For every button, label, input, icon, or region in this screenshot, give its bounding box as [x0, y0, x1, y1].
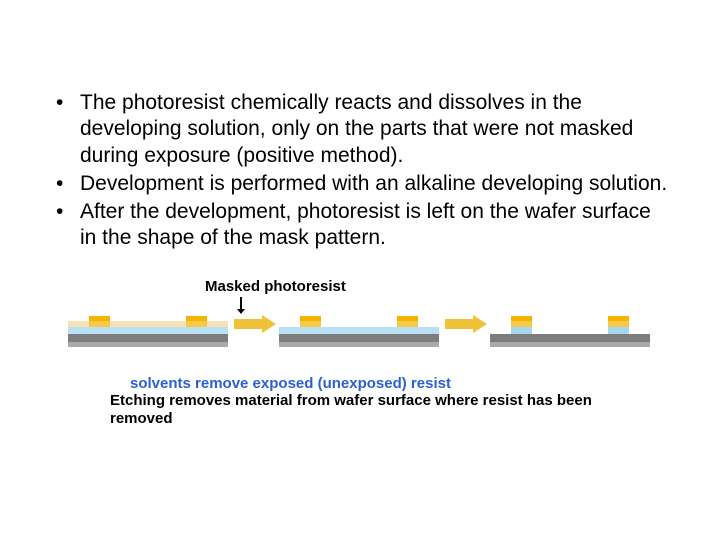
mask-segment [608, 316, 629, 321]
bullet-list: The photoresist chemically reacts and di… [50, 90, 670, 252]
substrate-layer [68, 334, 228, 342]
substrate-shadow-layer [490, 342, 650, 347]
remaining-resist-segment [511, 321, 532, 327]
remaining-resist-segment [397, 321, 418, 327]
remaining-resist-segment [300, 321, 321, 327]
etched-oxide-segment [608, 327, 629, 334]
unexposed-resist-segment [89, 321, 110, 327]
wafer-stage-2 [279, 311, 439, 347]
masked-photoresist-label: Masked photoresist [205, 278, 670, 295]
mask-segment [186, 316, 207, 321]
mask-segment [397, 316, 418, 321]
substrate-shadow-layer [279, 342, 439, 347]
substrate-layer [490, 334, 650, 342]
caption-block: solvents remove exposed (unexposed) resi… [110, 375, 630, 430]
bullet-item: Development is performed with an alkalin… [50, 171, 670, 197]
substrate-layer [279, 334, 439, 342]
pointer-arrow-icon [240, 297, 242, 311]
etch-caption: Etching removes material from wafer surf… [110, 392, 630, 430]
wafer-stage-1 [68, 311, 228, 347]
remaining-resist-segment [608, 321, 629, 327]
mask-segment [511, 316, 532, 321]
bullet-item: After the development, photoresist is le… [50, 199, 670, 252]
process-arrow-icon [445, 315, 484, 333]
process-stages [68, 311, 650, 347]
oxide-layer [68, 327, 228, 334]
wafer-stage-3 [490, 311, 650, 347]
mask-segment [89, 316, 110, 321]
unexposed-resist-segment [186, 321, 207, 327]
mask-segment [300, 316, 321, 321]
content-area: The photoresist chemically reacts and di… [0, 0, 720, 429]
solvent-caption: solvents remove exposed (unexposed) resi… [130, 375, 630, 392]
process-arrow-icon [234, 315, 273, 333]
etched-oxide-segment [511, 327, 532, 334]
substrate-shadow-layer [68, 342, 228, 347]
oxide-layer [279, 327, 439, 334]
bullet-item: The photoresist chemically reacts and di… [50, 90, 670, 169]
